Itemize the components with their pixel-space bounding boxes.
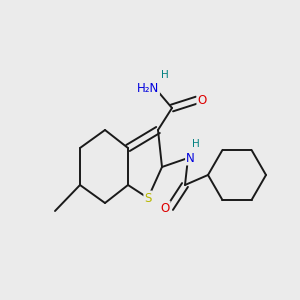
Text: H: H <box>161 70 169 80</box>
Text: N: N <box>186 152 195 164</box>
Text: H₂N: H₂N <box>137 82 159 94</box>
Text: H: H <box>192 139 200 149</box>
Text: S: S <box>144 191 152 205</box>
Text: O: O <box>160 202 169 214</box>
Text: O: O <box>197 94 207 106</box>
